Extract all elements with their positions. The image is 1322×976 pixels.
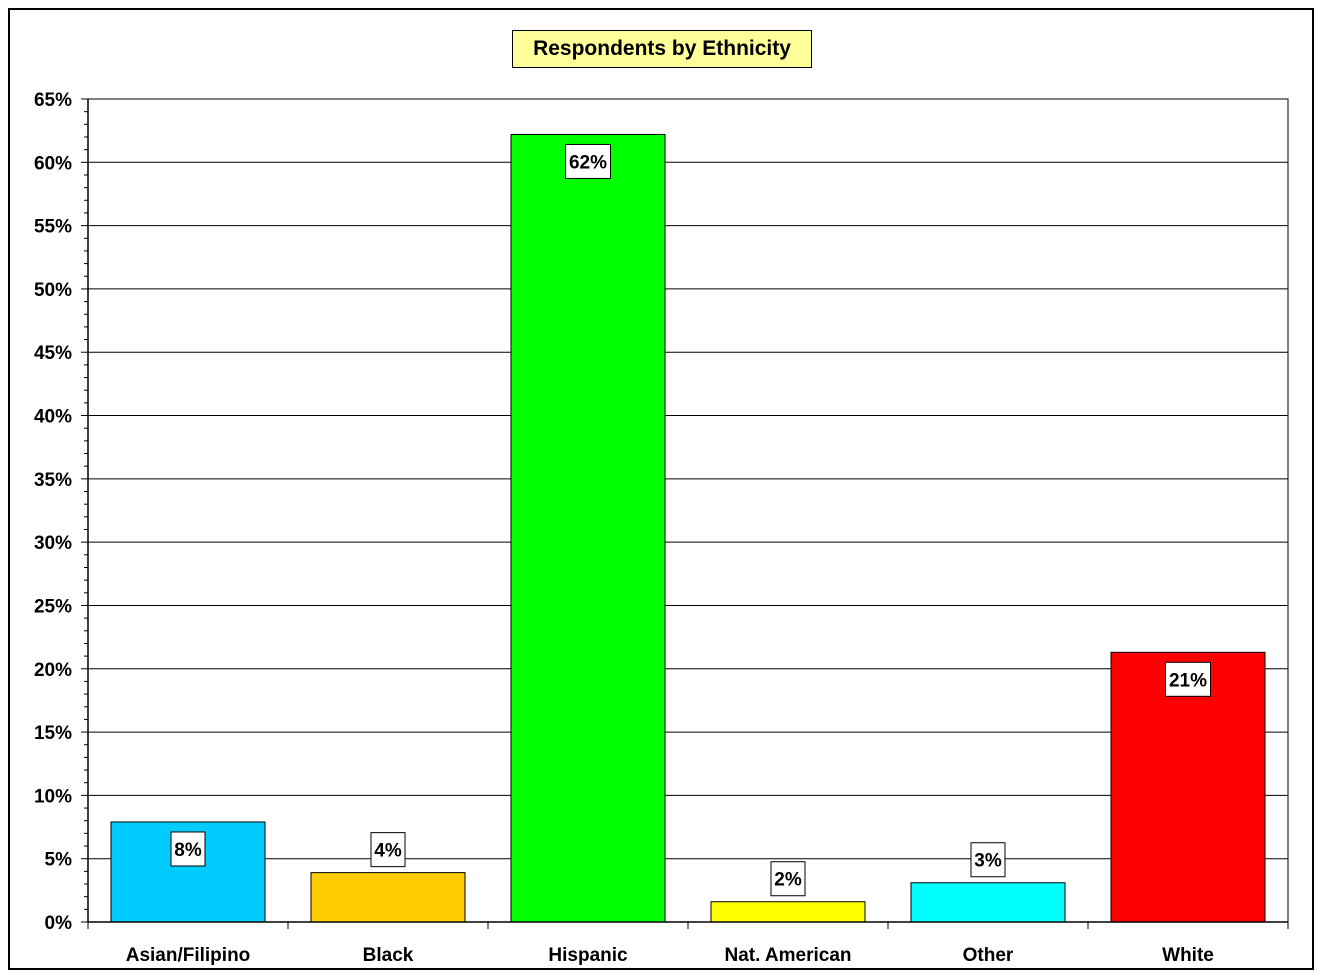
bar bbox=[510, 133, 666, 923]
bar bbox=[710, 901, 866, 923]
y-tick-label: 35% bbox=[34, 470, 72, 491]
data-label-box bbox=[1165, 661, 1211, 697]
data-label-box bbox=[770, 861, 806, 897]
bar bbox=[310, 872, 466, 923]
data-label: 62% bbox=[569, 152, 607, 173]
y-tick-label: 55% bbox=[34, 217, 72, 238]
data-label-box bbox=[170, 831, 206, 867]
data-label-box bbox=[370, 832, 406, 868]
data-label: 3% bbox=[974, 851, 1002, 872]
plot-area bbox=[87, 98, 1289, 923]
x-tick-label: Asian/Filipino bbox=[126, 945, 251, 966]
x-tick-label: Black bbox=[363, 945, 414, 966]
y-tick-label: 15% bbox=[34, 723, 72, 744]
y-tick-label: 20% bbox=[34, 660, 72, 681]
x-tick-label: Nat. American bbox=[724, 945, 851, 966]
y-tick-label: 5% bbox=[45, 850, 73, 871]
chart-title: Respondents by Ethnicity bbox=[512, 30, 812, 68]
bar bbox=[910, 882, 1066, 923]
y-tick-label: 40% bbox=[34, 407, 72, 428]
y-tick-label: 0% bbox=[45, 913, 73, 934]
y-tick-label: 50% bbox=[34, 280, 72, 301]
data-label: 4% bbox=[374, 841, 402, 862]
data-label-box bbox=[970, 842, 1006, 878]
bar bbox=[1110, 651, 1266, 923]
data-label-box bbox=[565, 143, 611, 179]
x-tick-label: Hispanic bbox=[548, 945, 628, 966]
y-tick-label: 60% bbox=[34, 153, 72, 174]
data-label: 21% bbox=[1169, 670, 1207, 691]
data-label: 8% bbox=[174, 840, 202, 861]
y-tick-label: 65% bbox=[34, 90, 72, 111]
y-tick-label: 30% bbox=[34, 533, 72, 554]
x-tick-label: Other bbox=[963, 945, 1014, 966]
data-label: 2% bbox=[774, 870, 802, 891]
y-tick-label: 10% bbox=[34, 786, 72, 807]
x-tick-label: White bbox=[1162, 945, 1214, 966]
y-tick-label: 45% bbox=[34, 343, 72, 364]
y-tick-label: 25% bbox=[34, 596, 72, 617]
